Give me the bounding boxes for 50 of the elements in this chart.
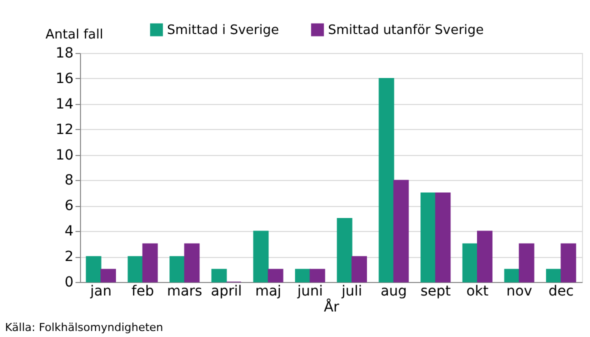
bar: [268, 268, 284, 282]
bar: [336, 218, 352, 282]
bar: [211, 268, 227, 282]
y-tick-label: 16: [56, 70, 74, 87]
x-tick-label: okt: [466, 284, 490, 300]
bar: [378, 78, 394, 282]
y-tick-label: 10: [56, 147, 74, 164]
bar: [142, 243, 158, 282]
y-tick-label: 14: [56, 96, 74, 112]
x-axis-title: År: [324, 298, 340, 316]
x-tick-label: juli: [340, 284, 362, 300]
bar: [504, 268, 520, 282]
bar: [253, 230, 269, 282]
bar: [477, 230, 492, 282]
y-axis-title: Antal fall: [46, 28, 104, 42]
x-tick-label: mars: [166, 284, 202, 300]
bar: [310, 268, 326, 282]
bar: [546, 268, 562, 282]
y-tick-label: 8: [64, 172, 74, 189]
y-tick-label: 4: [64, 224, 74, 240]
bar: [86, 256, 102, 282]
y-tick-label: 18: [56, 46, 74, 62]
x-tick-label: juni: [296, 284, 323, 300]
x-tick-label: april: [210, 284, 242, 300]
x-tick-label: sept: [420, 284, 452, 300]
y-tick-label: 12: [56, 122, 74, 138]
bar: [393, 180, 409, 282]
bar: [560, 243, 576, 282]
bar: [352, 256, 367, 282]
x-tick-label: jan: [89, 284, 112, 300]
bar: [462, 243, 478, 282]
legend-label: Smittad utanför Sverige: [328, 22, 484, 38]
bar: [295, 268, 310, 282]
bar: [128, 256, 144, 282]
x-tick-label: nov: [506, 284, 532, 300]
x-tick-label: maj: [255, 284, 282, 300]
legend-label: Smittad i Sverige: [167, 22, 279, 38]
y-tick-label: 0: [64, 274, 74, 290]
text: Källa: Folkhälsomyndigheten: [5, 321, 164, 334]
bar: [435, 192, 451, 282]
y-tick-label: 2: [64, 249, 74, 266]
x-tick-label: aug: [380, 284, 407, 300]
bar: [170, 256, 185, 282]
y-tick-label: 6: [64, 198, 74, 214]
x-tick-label: feb: [132, 284, 154, 300]
x-tick-label: dec: [548, 284, 574, 300]
bar: [518, 243, 534, 282]
bar: [420, 192, 436, 282]
bar: [184, 243, 200, 282]
bar: [100, 268, 116, 282]
